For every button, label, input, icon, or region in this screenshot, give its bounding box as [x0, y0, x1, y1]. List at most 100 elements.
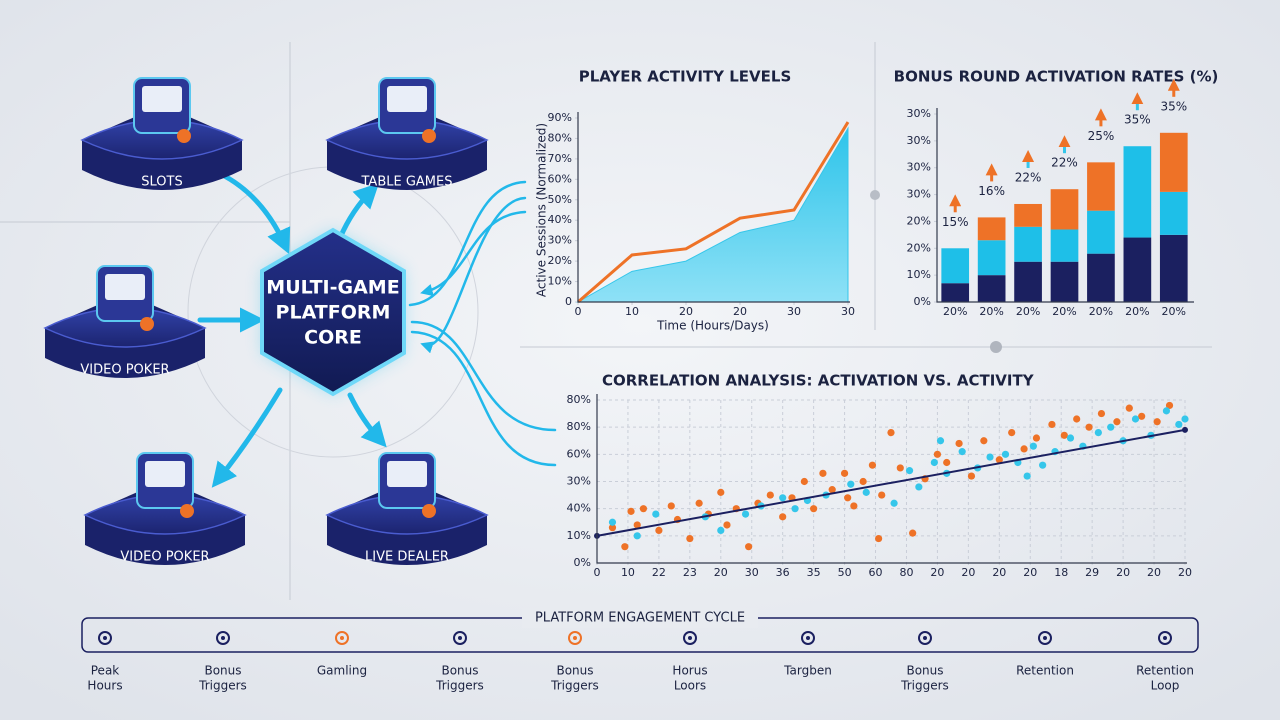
trend-endpoint [1182, 426, 1188, 433]
x-tick-label: 20% [1052, 305, 1076, 318]
step-icon [98, 631, 112, 645]
x-tick-label: 20 [992, 566, 1006, 579]
step-icon [918, 631, 932, 645]
game-screen [145, 461, 185, 487]
x-tick-label: 20% [1162, 305, 1186, 318]
diagram: SLOTS TABLE GAMES VIDEO POKER VIDEO POKER LI… [43, 77, 489, 565]
x-tick-label: 29 [1085, 566, 1099, 579]
platform-top [43, 307, 207, 348]
scatter-point [890, 499, 898, 507]
scatter-point [1008, 429, 1016, 437]
x-tick-label: 20% [979, 305, 1003, 318]
x-tick-label: 0 [594, 566, 601, 579]
bar-segment [1087, 253, 1115, 302]
step-label: Bonus [906, 664, 943, 678]
step-label: Bonus [441, 664, 478, 678]
y-tick-label: 0% [574, 556, 591, 569]
y-tick-label: 50% [548, 193, 572, 206]
scatter-point [695, 499, 703, 507]
scatter-point [995, 456, 1003, 464]
scatter-point [1181, 415, 1189, 423]
step-icon-dot [688, 636, 692, 640]
chart-title: CORRELATION ANALYSIS: ACTIVATION VS. ACT… [602, 372, 1035, 390]
step-icon [1158, 631, 1172, 645]
cycle-step: Retention [1016, 631, 1074, 678]
step-label: Bonus [556, 664, 593, 678]
game-accent [180, 504, 194, 518]
scatter-point [1039, 461, 1047, 469]
y-tick-label: 10% [567, 529, 591, 542]
bar-segment [1123, 237, 1152, 302]
y-tick-label: 10% [907, 268, 931, 281]
scatter-point [1020, 445, 1028, 453]
y-tick-label: 20% [548, 254, 572, 267]
y-tick-label: 0% [914, 295, 931, 308]
scatter-point [896, 464, 904, 472]
x-tick-label: 35 [807, 566, 821, 579]
bar-annotation: 25% [1088, 129, 1115, 143]
scatter-point [1085, 423, 1093, 431]
x-tick-label: 23 [683, 566, 697, 579]
scatter-point [1060, 431, 1068, 439]
scatter-point [1066, 434, 1075, 442]
scatter-point [1162, 407, 1171, 415]
bar-segment [1123, 146, 1152, 238]
step-label: Triggers [900, 679, 949, 693]
step-icon [216, 631, 230, 645]
chart-title: PLAYER ACTIVITY LEVELS [579, 68, 792, 86]
scatter-point [745, 543, 753, 551]
scatter-point [868, 461, 877, 469]
scatter-point [1094, 429, 1102, 437]
scatter-point [980, 437, 988, 445]
game-node: VIDEO POKER [83, 452, 247, 565]
bar-segment [1014, 261, 1042, 302]
scatter-point [1165, 401, 1174, 410]
scatter-point [1029, 442, 1037, 450]
scatter-point [810, 505, 818, 513]
y-tick-label: 30% [907, 134, 931, 147]
node-label: TABLE GAMES [361, 175, 453, 190]
scatter-point [655, 526, 663, 535]
game-screen [105, 274, 145, 300]
scatter-point [652, 510, 660, 518]
scatter-point [915, 483, 923, 491]
scatter-point [779, 494, 787, 502]
scatter-point [608, 524, 617, 532]
cycle-title: PLATFORM ENGAGEMENT CYCLE [535, 611, 745, 626]
scatter-point [828, 486, 836, 494]
step-icon [568, 631, 582, 645]
divider-dot [990, 341, 1002, 353]
scatter-point [930, 458, 938, 467]
x-tick-label: 0 [575, 305, 582, 318]
scatter-point [633, 532, 641, 540]
step-label: Triggers [550, 679, 599, 693]
scatter-point [723, 521, 731, 529]
scatter-point [639, 505, 648, 513]
scatter-point [667, 502, 675, 510]
y-tick-label: 30% [907, 107, 931, 120]
bar-segment [977, 275, 1006, 302]
trend-line [596, 428, 1186, 537]
platform-top [325, 119, 489, 160]
scatter-point [887, 429, 895, 437]
y-tick-label: 10% [548, 275, 572, 288]
step-icon-dot [221, 636, 225, 640]
bar-segment [1159, 132, 1188, 192]
bar-segment [1014, 203, 1042, 227]
x-tick-label: 18 [1054, 566, 1068, 579]
node-label: LIVE DEALER [365, 550, 449, 565]
axes [596, 394, 1187, 564]
step-icon [453, 631, 467, 645]
scatter-point [933, 450, 942, 458]
bar-segment [977, 217, 1006, 241]
step-label: Retention [1016, 664, 1074, 678]
bar-segment [1087, 162, 1115, 211]
scatter-point [967, 472, 976, 480]
x-tick-label: 30 [841, 305, 855, 318]
x-tick-label: 20 [1116, 566, 1130, 579]
scatter-point [1138, 412, 1146, 420]
